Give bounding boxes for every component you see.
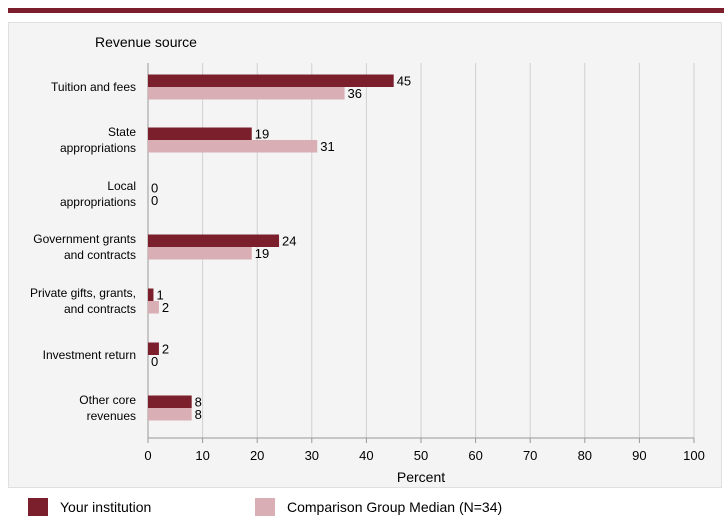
bar-comparison-median <box>148 140 318 153</box>
data-label-your-institution: 45 <box>397 74 411 89</box>
x-tick-label: 20 <box>250 448 264 463</box>
data-label-comparison-median: 19 <box>255 246 269 261</box>
data-label-comparison-median: 31 <box>320 139 334 154</box>
data-label-comparison-median: 0 <box>151 193 158 208</box>
category-label: Local appropriations <box>60 179 136 209</box>
data-label-your-institution: 1 <box>156 288 163 303</box>
x-tick-label: 100 <box>683 448 705 463</box>
bar-comparison-median <box>148 247 252 260</box>
x-tick-label: 0 <box>144 448 151 463</box>
bar-your-institution <box>148 342 159 355</box>
bar-comparison-median <box>148 301 159 314</box>
data-label-your-institution: 8 <box>195 395 202 410</box>
bar-your-institution <box>148 127 252 140</box>
bar-your-institution <box>148 395 192 408</box>
category-label: Government grants and contracts <box>33 232 136 262</box>
x-tick-label: 60 <box>468 448 482 463</box>
category-label: Private gifts, grants, and contracts <box>30 286 136 316</box>
category-label: Investment return <box>43 348 136 362</box>
legend-label-comparison-median: Comparison Group Median (N=34) <box>287 499 503 515</box>
x-tick-label: 30 <box>305 448 319 463</box>
data-label-comparison-median: 0 <box>151 354 158 369</box>
legend-item-your-institution: Your institution <box>28 496 151 518</box>
data-label-comparison-median: 36 <box>348 86 362 101</box>
header-rule <box>8 8 724 13</box>
bar-your-institution <box>148 288 154 301</box>
data-label-your-institution: 19 <box>255 127 269 142</box>
data-label-your-institution: 0 <box>151 181 158 196</box>
x-axis-title: Percent <box>397 469 445 485</box>
data-label-your-institution: 24 <box>282 234 296 249</box>
category-label: Other core revenues <box>79 393 136 423</box>
x-tick-label: 90 <box>632 448 646 463</box>
bar-comparison-median <box>148 87 345 100</box>
data-label-your-institution: 2 <box>162 342 169 357</box>
x-tick-label: 80 <box>578 448 592 463</box>
x-tick-label: 70 <box>523 448 537 463</box>
bar-comparison-median <box>148 408 192 421</box>
category-label: Tuition and fees <box>51 80 136 94</box>
legend-item-comparison-median: Comparison Group Median (N=34) <box>255 496 502 518</box>
x-tick-label: 40 <box>359 448 373 463</box>
legend-swatch-your-institution <box>28 498 48 516</box>
legend-label-your-institution: Your institution <box>60 499 152 515</box>
data-label-comparison-median: 8 <box>195 407 202 422</box>
bar-your-institution <box>148 234 280 247</box>
category-label: State appropriations <box>60 125 136 155</box>
plot-panel <box>8 22 722 488</box>
data-label-comparison-median: 2 <box>162 300 169 315</box>
x-tick-label: 10 <box>195 448 209 463</box>
x-tick-label: 50 <box>414 448 428 463</box>
category-axis-title: Revenue source <box>95 34 197 50</box>
bar-your-institution <box>148 74 394 87</box>
legend-swatch-comparison-median <box>255 498 275 516</box>
